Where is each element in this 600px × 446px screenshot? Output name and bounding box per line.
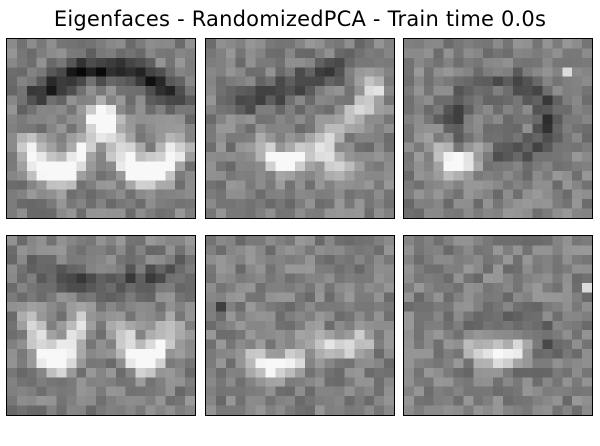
eigenface-panel-6	[403, 235, 593, 416]
eigenface-image-4	[7, 236, 195, 415]
eigenface-panel-2	[205, 38, 395, 219]
eigenface-panel-5	[205, 235, 395, 416]
eigenface-panel-1	[6, 38, 196, 219]
eigenface-image-2	[206, 39, 394, 218]
figure-title: Eigenfaces - RandomizedPCA - Train time …	[0, 4, 600, 34]
eigenface-image-6	[404, 236, 592, 415]
eigenface-panel-4	[6, 235, 196, 416]
eigenface-image-5	[206, 236, 394, 415]
eigenface-image-1	[7, 39, 195, 218]
eigenface-panel-3	[403, 38, 593, 219]
eigenface-image-3	[404, 39, 592, 218]
